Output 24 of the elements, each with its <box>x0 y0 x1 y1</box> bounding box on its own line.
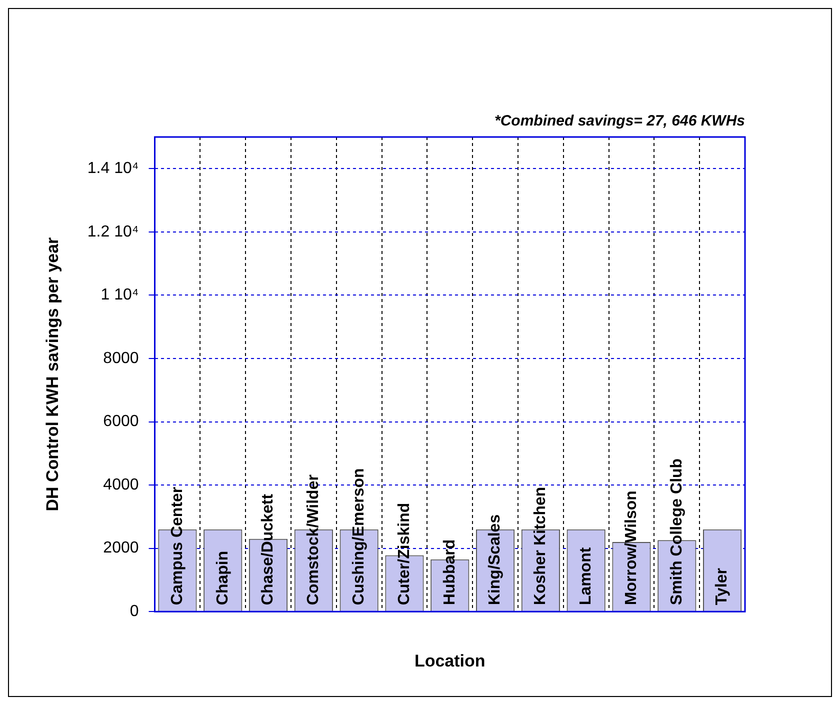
x-tick-label: Tyler <box>714 568 731 606</box>
y-tick-label: 2000 <box>103 540 139 557</box>
x-tick-label: Cushing/Emerson <box>350 468 368 606</box>
y-tick-label: 6000 <box>103 413 139 430</box>
y-tick-label: 1 10⁴ <box>100 286 139 304</box>
x-tick-label: Cuter/Ziskind <box>396 502 413 606</box>
y-tick-label: 8000 <box>103 350 139 367</box>
x-tick-label: Chapin <box>214 550 232 606</box>
y-tick-label: 1.4 10⁴ <box>87 160 139 178</box>
x-tick-label: Comstock/Wilder <box>305 474 322 606</box>
x-tick-label: Lamont <box>577 546 594 606</box>
y-tick-label: 4000 <box>103 476 139 494</box>
y-axis-title: DH Control KWH savings per year <box>42 236 62 512</box>
y-tick-label: 0 <box>130 603 139 620</box>
x-tick-label: Campus Center <box>168 486 186 606</box>
y-tick-label: 1.2 10⁴ <box>87 223 139 240</box>
x-tick-label: Hubbard <box>441 539 458 606</box>
x-tick-label: Kosher Kitchen <box>532 486 550 606</box>
x-tick-label: Chase/Duckett <box>260 493 277 606</box>
x-tick-label: Morrow/Wilson <box>622 490 640 606</box>
x-tick-label: King/Scales <box>486 514 504 606</box>
text: *Combined savings= 27, 646 KWHs <box>494 112 745 130</box>
x-axis-title: Location <box>414 651 486 670</box>
x-tick-label: Smith College Club <box>668 458 686 606</box>
